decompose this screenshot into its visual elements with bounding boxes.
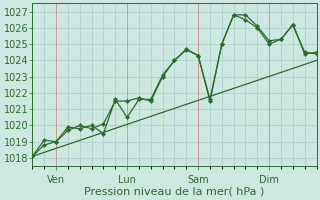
X-axis label: Pression niveau de la mer( hPa ): Pression niveau de la mer( hPa ) — [84, 187, 265, 197]
